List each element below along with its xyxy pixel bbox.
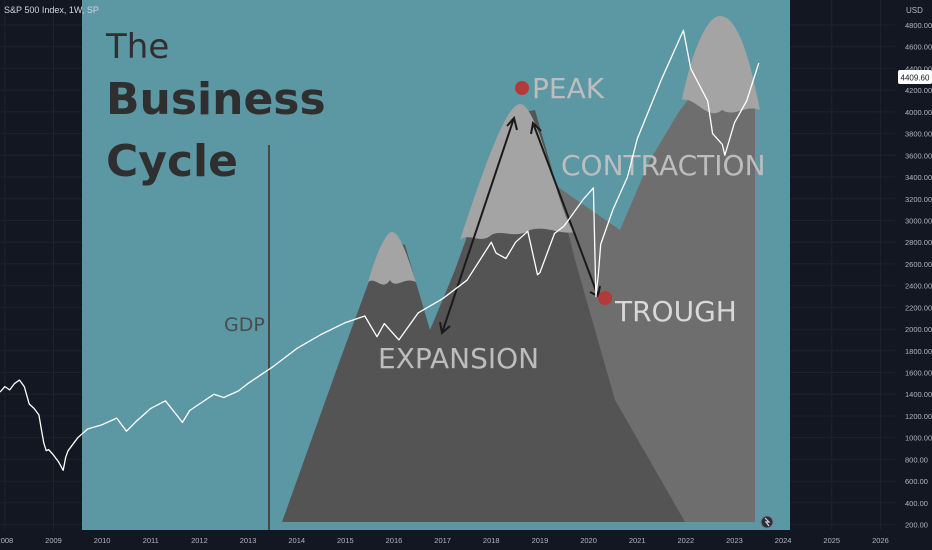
arrow-expansion (441, 117, 515, 334)
peak-label: PEAK (532, 72, 605, 105)
tradingview-logo-icon (760, 515, 774, 529)
time-tick-label: 2015 (337, 536, 354, 545)
time-tick-label: 2012 (191, 536, 208, 545)
time-tick-label: 2024 (775, 536, 792, 545)
business-cycle-overlay: The Business Cycle GDP PEAK CONTRACTION … (82, 0, 790, 530)
mountain-snow-small (368, 232, 416, 285)
arrow-expansion-tail (439, 321, 451, 335)
time-tick-label: 2023 (726, 536, 743, 545)
price-tick-label: 2600.00 (905, 260, 932, 269)
price-tick-label: 4800.00 (905, 21, 932, 30)
price-tick-label: 3600.00 (905, 151, 932, 160)
title-line-business: Business (106, 74, 326, 125)
price-tick-label: 3800.00 (905, 130, 932, 139)
time-tick-label: 2019 (532, 536, 549, 545)
price-tick-label: 1000.00 (905, 434, 932, 443)
trough-dot (598, 291, 612, 305)
time-tick-label: 2008 (0, 536, 13, 545)
price-tick-label: 1200.00 (905, 412, 932, 421)
time-scale-background (0, 530, 932, 550)
title-line-cycle: Cycle (106, 136, 238, 187)
price-scale-background (895, 0, 932, 550)
price-tick-label: 4600.00 (905, 43, 932, 52)
price-tick-label: 1800.00 (905, 347, 932, 356)
current-price-badge: 4409.60 (898, 70, 932, 84)
time-tick-label: 2020 (580, 536, 597, 545)
time-tick-label: 2013 (240, 536, 257, 545)
arrow-contraction-head (589, 285, 601, 298)
trough-label: TROUGH (614, 295, 737, 328)
price-unit-label: USD (906, 6, 923, 15)
cycle-arrows (439, 115, 601, 335)
price-tick-label: 1400.00 (905, 390, 932, 399)
mountain-front (282, 110, 685, 522)
price-tick-label: 2000.00 (905, 325, 932, 334)
price-tick-label: 2800.00 (905, 238, 932, 247)
current-price-text: 4409.60 (901, 74, 930, 83)
mountain-snow-peak (460, 104, 575, 240)
price-tick-label: 3000.00 (905, 216, 932, 225)
time-tick-label: 2014 (288, 536, 305, 545)
price-tick-label: 600.00 (905, 477, 928, 486)
time-tick-label: 2022 (677, 536, 694, 545)
price-tick-label: 3400.00 (905, 173, 932, 182)
time-tick-label: 2010 (94, 536, 111, 545)
price-tick-label: 4000.00 (905, 108, 932, 117)
time-tick-label: 2009 (45, 536, 62, 545)
time-scale[interactable]: 2008 2009 2010 2011 2012 2013 2014 2015 2016 2017… (0, 536, 889, 545)
time-tick-label: 2018 (483, 536, 500, 545)
symbol-label[interactable]: S&P 500 Index, 1W, SP (4, 5, 99, 15)
price-tick-label: 4400.00 (905, 64, 932, 73)
current-price-box (898, 70, 932, 84)
price-tick-label: 200.00 (905, 521, 928, 530)
price-tick-label: 4200.00 (905, 86, 932, 95)
price-tick-label: 400.00 (905, 499, 928, 508)
price-line (0, 29, 760, 471)
contraction-label: CONTRACTION (561, 149, 766, 182)
arrow-expansion-head (506, 115, 518, 131)
time-tick-label: 2016 (386, 536, 403, 545)
time-tick-label: 2021 (629, 536, 646, 545)
gdp-label: GDP (224, 314, 265, 336)
arrow-contraction-tail (530, 120, 542, 135)
expansion-label: EXPANSION (378, 342, 539, 375)
peak-dot (515, 81, 529, 95)
time-tick-label: 2025 (823, 536, 840, 545)
price-series (0, 29, 760, 471)
price-tick-label: 2400.00 (905, 282, 932, 291)
title-line-the: The (105, 27, 169, 67)
arrow-contraction (532, 122, 599, 297)
time-tick-label: 2011 (143, 536, 159, 545)
price-scale[interactable]: 4800.00 4600.00 4400.00 4200.00 4000.00 3800.… (905, 21, 932, 530)
price-tick-label: 1600.00 (905, 369, 932, 378)
price-tick-label: 2200.00 (905, 303, 932, 312)
time-tick-label: 2026 (872, 536, 889, 545)
time-tick-label: 2017 (434, 536, 451, 545)
price-tick-label: 3200.00 (905, 195, 932, 204)
price-tick-label: 800.00 (905, 455, 928, 464)
